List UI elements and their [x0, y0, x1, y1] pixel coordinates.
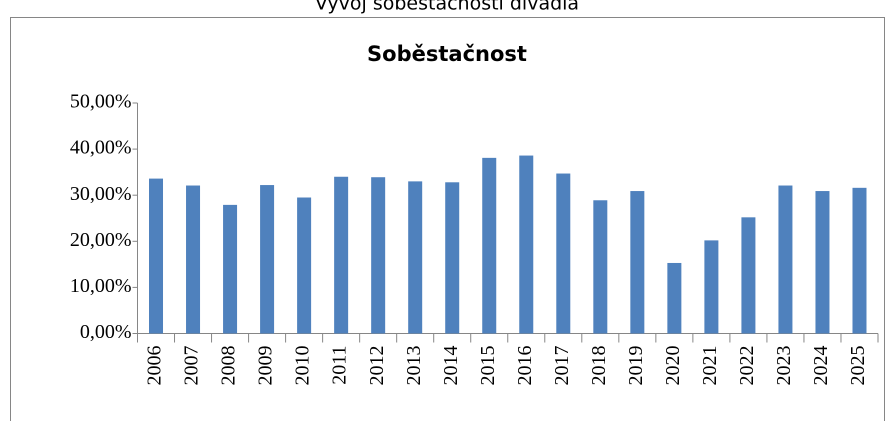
x-tick-label: 2018 [588, 346, 610, 386]
bar [445, 182, 460, 334]
x-tick-label: 2012 [366, 346, 388, 386]
bar [482, 157, 497, 334]
bar [741, 217, 756, 334]
y-tick-label: 20,00% [70, 229, 132, 251]
x-tick-label: 2024 [810, 346, 832, 386]
x-tick-label: 2016 [514, 346, 536, 386]
bar [630, 191, 645, 334]
x-tick-label: 2017 [551, 346, 573, 386]
x-tick-label: 2006 [144, 346, 166, 386]
y-tick-label: 0,00% [80, 321, 132, 343]
x-tick-label: 2025 [847, 346, 869, 386]
bar [260, 185, 275, 334]
x-tick-label: 2015 [477, 346, 499, 386]
x-tick-label: 2020 [662, 346, 684, 386]
bar [519, 155, 534, 334]
y-tick-label: 10,00% [70, 275, 132, 297]
bar [815, 191, 830, 334]
bar [186, 185, 201, 334]
y-tick-label: 50,00% [70, 91, 132, 113]
x-tick-label: 2021 [699, 346, 721, 386]
bar [852, 187, 867, 334]
bar [334, 176, 349, 334]
x-tick-label: 2008 [218, 346, 240, 386]
bar [223, 204, 238, 334]
x-tick-label: 2011 [329, 346, 351, 385]
x-tick-label: 2007 [181, 346, 203, 386]
bar [149, 178, 164, 334]
chart-border [10, 17, 885, 421]
chart-title: Soběstačnost [367, 42, 527, 66]
bar [371, 177, 386, 334]
bar [667, 262, 682, 334]
bar [593, 200, 608, 334]
bar [408, 181, 423, 334]
x-tick-label: 2023 [773, 346, 795, 386]
x-tick-label: 2019 [625, 346, 647, 386]
y-tick-label: 40,00% [70, 137, 132, 159]
x-tick-label: 2022 [736, 346, 758, 386]
x-tick-label: 2010 [292, 346, 314, 386]
bar [297, 197, 312, 334]
bar [778, 185, 793, 334]
x-tick-label: 2014 [440, 346, 462, 386]
bar [556, 173, 571, 334]
y-tick-label: 30,00% [70, 183, 132, 205]
page-heading: Vývoj soběstačnosti divadla [315, 0, 579, 15]
x-tick-label: 2013 [403, 346, 425, 386]
bar [704, 240, 719, 334]
x-tick-label: 2009 [255, 346, 277, 386]
